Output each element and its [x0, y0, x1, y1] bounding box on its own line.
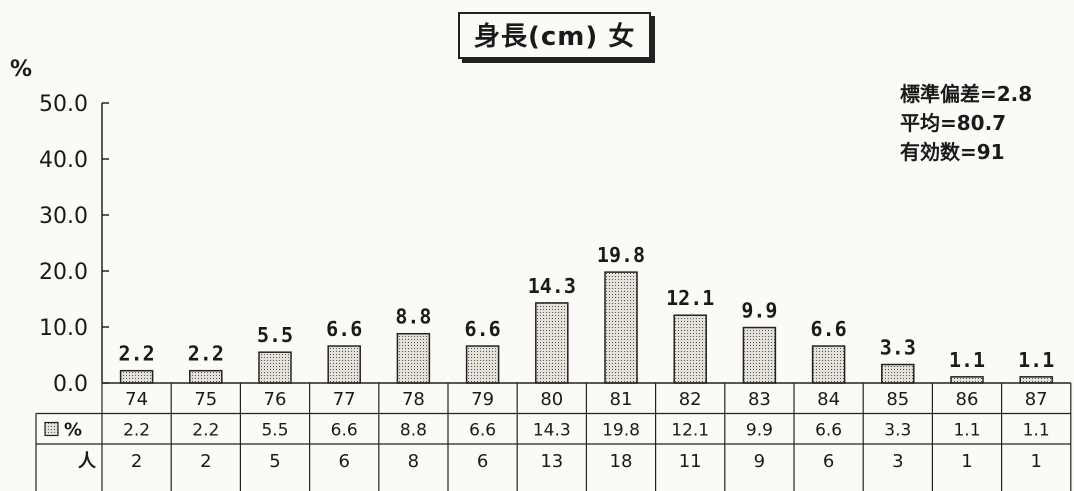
table-cell-count: 6 [823, 451, 834, 472]
table-cell-count: 1 [1030, 451, 1041, 472]
x-tick-label: 78 [402, 389, 425, 410]
x-tick-label: 83 [748, 389, 771, 410]
y-tick-label: 50.0 [39, 92, 88, 117]
x-tick-label: 77 [333, 389, 356, 410]
bar [396, 332, 431, 384]
bar [258, 351, 292, 384]
table-cell-percent: 1.1 [1023, 421, 1050, 441]
bar-value-label: 12.1 [666, 286, 714, 310]
y-tick-label: 0.0 [53, 372, 88, 397]
table-cell-count: 3 [892, 451, 903, 472]
x-tick-label: 80 [540, 389, 563, 410]
bar-value-label: 14.3 [528, 274, 576, 298]
bar-value-label: 6.6 [811, 317, 847, 341]
table-cell-count: 9 [754, 451, 765, 472]
x-tick-label: 85 [886, 389, 909, 410]
y-tick-label: 10.0 [39, 316, 88, 341]
table-cell-count: 6 [338, 451, 349, 472]
y-axis-label: % [10, 57, 32, 82]
table-cell-count: 13 [540, 451, 563, 472]
table-cell-percent: 6.6 [469, 421, 496, 441]
bar [950, 376, 984, 384]
table-cell-percent: 12.1 [671, 421, 709, 441]
bar-value-label: 3.3 [880, 336, 916, 360]
x-tick-label: 74 [125, 389, 148, 410]
bar-value-label: 2.2 [119, 342, 155, 366]
bar-value-label: 19.8 [597, 243, 645, 267]
table-cell-count: 11 [679, 451, 702, 472]
y-tick-label: 40.0 [39, 148, 88, 173]
table-row-label-percent: % [64, 420, 82, 441]
bar-value-label: 1.1 [949, 348, 985, 372]
table-cell-percent: 6.6 [815, 421, 842, 441]
table-cell-count: 8 [408, 451, 419, 472]
table-cell-percent: 1.1 [953, 421, 980, 441]
bar [1019, 376, 1053, 384]
bar-value-label: 8.8 [395, 305, 431, 329]
bar-value-label: 6.6 [465, 317, 501, 341]
x-tick-label: 75 [194, 389, 217, 410]
table-cell-percent: 14.3 [533, 421, 571, 441]
table-cell-count: 6 [477, 451, 488, 472]
bar [327, 345, 361, 384]
bar [189, 369, 223, 384]
table-cell-percent: 2.2 [123, 421, 150, 441]
stats-block: 標準偏差=2.8 平均=80.7 有効数=91 [900, 80, 1032, 167]
x-tick-label: 87 [1025, 389, 1048, 410]
table-cell-count: 1 [961, 451, 972, 472]
bar [742, 326, 777, 384]
table-cell-percent: 5.5 [261, 421, 288, 441]
bar [604, 271, 638, 384]
x-tick-label: 76 [264, 389, 287, 410]
table-cell-count: 2 [131, 451, 142, 472]
bar-value-label: 6.6 [326, 317, 362, 341]
stat-std-dev: 標準偏差=2.8 [900, 82, 1033, 106]
bar [881, 363, 915, 384]
table-cell-count: 2 [200, 451, 211, 472]
bar [673, 314, 707, 384]
bar [119, 369, 154, 384]
x-tick-label: 79 [471, 389, 494, 410]
table-cell-count: 5 [269, 451, 280, 472]
table-cell-percent: 2.2 [192, 421, 219, 441]
x-tick-label: 82 [679, 389, 702, 410]
y-tick-label: 20.0 [39, 260, 88, 285]
bar-value-label: 1.1 [1018, 348, 1054, 372]
bar-value-label: 5.5 [257, 323, 293, 347]
y-tick-label: 30.0 [39, 204, 88, 229]
legend-swatch [44, 421, 59, 437]
bar-value-label: 9.9 [741, 299, 777, 323]
stat-valid-n: 有効数=91 [900, 140, 1005, 164]
bar-value-label: 2.2 [188, 342, 224, 366]
bar [465, 345, 500, 384]
table-cell-percent: 19.8 [602, 421, 640, 441]
stat-mean: 平均=80.7 [900, 111, 1007, 135]
table-cell-percent: 9.9 [746, 421, 773, 441]
bar [535, 302, 569, 384]
bar [811, 345, 846, 384]
table-cell-count: 18 [610, 451, 633, 472]
table-row-label-count: 人 [78, 451, 97, 472]
x-tick-label: 84 [817, 389, 840, 410]
chart-title: 身長(cm) 女 [458, 12, 652, 59]
x-tick-label: 81 [610, 389, 633, 410]
table-cell-percent: 3.3 [884, 421, 911, 441]
x-tick-label: 86 [956, 389, 979, 410]
table-cell-percent: 8.8 [400, 421, 427, 441]
table-cell-percent: 6.6 [331, 421, 358, 441]
